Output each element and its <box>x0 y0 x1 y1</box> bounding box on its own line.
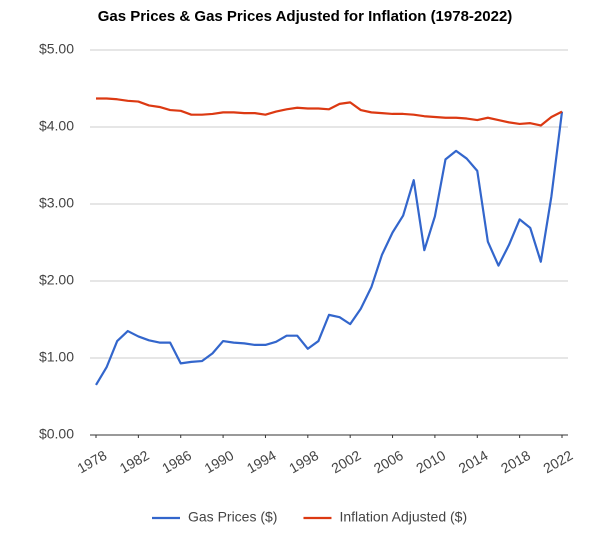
x-tick-label: 2010 <box>413 447 448 477</box>
chart-title: Gas Prices & Gas Prices Adjusted for Inf… <box>98 8 513 25</box>
legend-label: Inflation Adjusted ($) <box>339 509 467 525</box>
y-tick-label: $2.00 <box>39 272 74 288</box>
line-series <box>96 97 563 127</box>
x-tick-label: 1986 <box>159 447 194 477</box>
y-tick-label: $5.00 <box>39 41 74 57</box>
x-tick-label: 2006 <box>371 447 406 477</box>
y-tick-label: $1.00 <box>39 349 74 365</box>
y-tick-label: $0.00 <box>39 426 74 442</box>
x-tick-label: 1998 <box>286 447 321 477</box>
legend-label: Gas Prices ($) <box>188 509 277 525</box>
x-tick-label: 2014 <box>456 447 491 477</box>
x-tick-label: 1978 <box>74 447 109 477</box>
x-tick-label: 1982 <box>117 447 152 477</box>
y-tick-label: $4.00 <box>39 118 74 134</box>
y-tick-label: $3.00 <box>39 195 74 211</box>
x-tick-label: 1994 <box>244 447 279 477</box>
line-series <box>95 111 564 386</box>
x-tick-label: 1990 <box>201 447 236 477</box>
x-tick-label: 2018 <box>498 447 533 477</box>
x-tick-label: 2002 <box>329 447 364 477</box>
x-tick-label: 2022 <box>540 447 575 477</box>
